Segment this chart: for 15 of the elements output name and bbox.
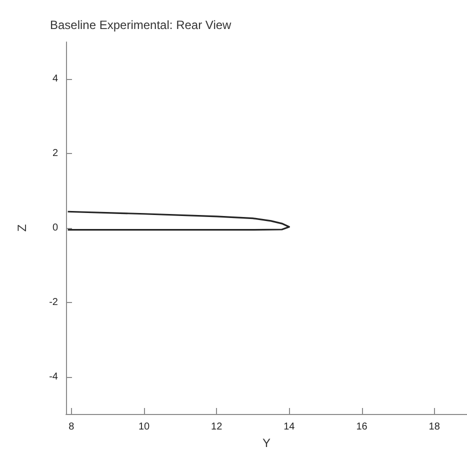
x-axis-title: Y	[262, 436, 271, 450]
y-tick-label: -4	[49, 371, 58, 382]
y-tick-label: 2	[52, 148, 58, 160]
y-tick-label: 4	[52, 74, 58, 85]
x-tick-label: 10	[138, 422, 150, 432]
x-tick-label: 8	[68, 422, 75, 432]
y-axis-title: Z	[15, 224, 29, 232]
x-tick-label: 16	[356, 422, 368, 432]
x-tick-label: 12	[211, 422, 223, 432]
x-tick-label: 14	[284, 422, 296, 432]
line-series	[67, 210, 290, 231]
x-tick-label: 18	[428, 422, 440, 432]
y-tick-label: 0	[52, 222, 58, 234]
y-tick-label: -2	[49, 296, 58, 308]
chart-title: Baseline Experimental: Rear View	[50, 18, 232, 32]
